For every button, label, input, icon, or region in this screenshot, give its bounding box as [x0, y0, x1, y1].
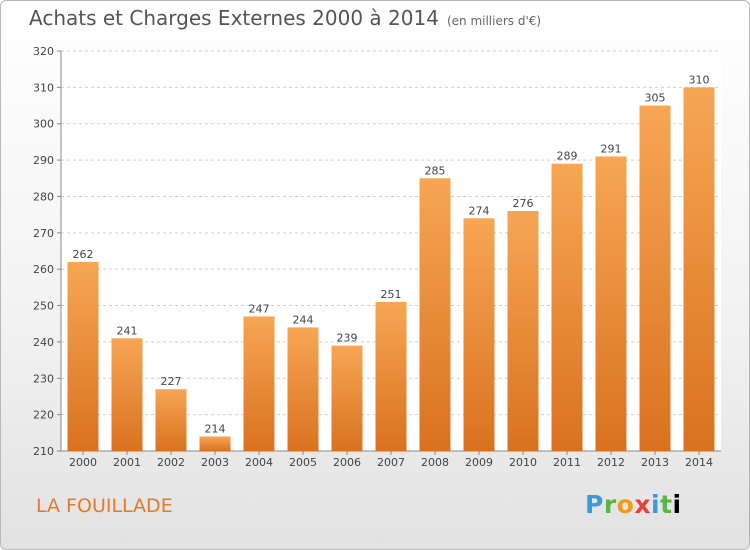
bar: [639, 105, 671, 451]
bar: [331, 345, 363, 451]
bar: [551, 163, 583, 451]
bar-value-label: 247: [249, 302, 270, 315]
bar-value-label: 244: [293, 313, 314, 326]
x-tick-label: 2000: [69, 456, 97, 469]
chart-title: Achats et Charges Externes 2000 à 2014 (e…: [29, 6, 541, 30]
x-tick-label: 2009: [465, 456, 493, 469]
y-tick-label: 230: [33, 372, 54, 385]
y-tick-label: 290: [33, 154, 54, 167]
bar: [155, 389, 187, 451]
bar-value-label: 274: [469, 204, 490, 217]
x-tick-label: 2011: [553, 456, 581, 469]
y-tick-label: 220: [33, 409, 54, 422]
x-tick-label: 2002: [157, 456, 185, 469]
bar: [111, 338, 143, 451]
bar-value-label: 285: [425, 164, 446, 177]
bar: [419, 178, 451, 452]
x-tick-label: 2012: [597, 456, 625, 469]
x-tick-label: 2010: [509, 456, 537, 469]
bar: [243, 316, 275, 451]
bar-value-label: 251: [381, 288, 402, 301]
x-tick-label: 2005: [289, 456, 317, 469]
y-tick-label: 310: [33, 81, 54, 94]
bar: [683, 87, 715, 451]
bar: [507, 211, 539, 451]
bar: [463, 218, 495, 451]
y-tick-label: 300: [33, 118, 54, 131]
bar: [199, 436, 231, 451]
y-tick-label: 280: [33, 190, 54, 203]
bar-value-label: 241: [117, 324, 138, 337]
x-tick-label: 2004: [245, 456, 273, 469]
bar-value-label: 305: [645, 92, 666, 105]
bar-value-label: 262: [73, 248, 94, 261]
y-tick-label: 210: [33, 445, 54, 458]
x-tick-label: 2007: [377, 456, 405, 469]
y-tick-label: 260: [33, 263, 54, 276]
y-tick-label: 240: [33, 336, 54, 349]
proxiti-logo: Proxiti: [585, 490, 682, 519]
bar-value-label: 214: [205, 422, 226, 435]
commune-name: LA FOUILLADE: [36, 495, 173, 517]
bar-value-label: 239: [337, 332, 358, 345]
y-tick-label: 250: [33, 300, 54, 313]
y-tick-label: 320: [33, 45, 54, 58]
bar-value-label: 276: [513, 197, 534, 210]
bar-value-label: 227: [161, 375, 182, 388]
bar: [287, 327, 319, 451]
x-tick-label: 2003: [201, 456, 229, 469]
x-tick-label: 2008: [421, 456, 449, 469]
x-tick-label: 2014: [685, 456, 713, 469]
bar: [595, 156, 627, 452]
bar-value-label: 291: [601, 142, 622, 155]
chart-title-text: Achats et Charges Externes 2000 à 2014: [29, 6, 439, 30]
y-tick-label: 270: [33, 227, 54, 240]
bar-value-label: 310: [689, 73, 710, 86]
bar: [67, 261, 99, 451]
x-tick-label: 2013: [641, 456, 669, 469]
bar: [375, 301, 407, 451]
x-tick-label: 2001: [113, 456, 141, 469]
bar-value-label: 289: [557, 150, 578, 163]
chart-unit: (en milliers d'€): [446, 14, 542, 28]
x-tick-label: 2006: [333, 456, 361, 469]
